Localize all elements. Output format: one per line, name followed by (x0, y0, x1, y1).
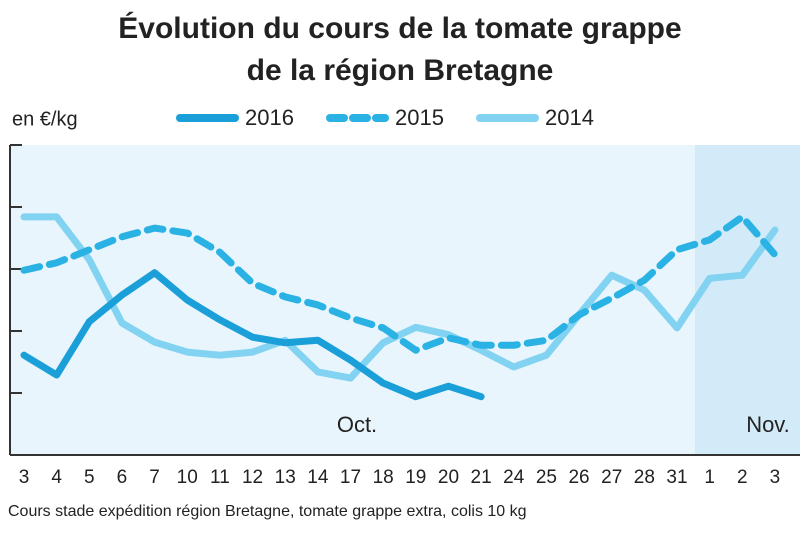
x-tick-label: 3 (19, 467, 30, 488)
x-tick-label: 19 (405, 467, 426, 488)
annotation: Oct. (337, 412, 377, 437)
x-tick-label: 17 (340, 467, 361, 488)
x-tick-label: 1 (704, 467, 715, 488)
legend-label: 2016 (245, 105, 294, 130)
x-tick-label: 4 (51, 467, 62, 488)
x-tick-label: 6 (117, 467, 128, 488)
chart-title: Évolution du cours de la tomate grappe (118, 11, 681, 45)
x-tick-label: 21 (471, 467, 492, 488)
x-tick-label: 31 (666, 467, 687, 488)
x-tick-label: 14 (307, 467, 329, 488)
x-tick-label: 10 (177, 467, 198, 488)
x-tick-label: 27 (601, 467, 622, 488)
x-tick-label: 18 (373, 467, 394, 488)
chart-title: de la région Bretagne (247, 54, 554, 87)
x-tick-label: 7 (149, 467, 160, 488)
y-axis-label: en €/kg (12, 108, 78, 130)
x-tick-label: 26 (568, 467, 589, 488)
annotation: Nov. (746, 412, 790, 437)
legend-label: 2014 (545, 105, 594, 130)
x-tick-label: 20 (438, 467, 459, 488)
x-tick-label: 11 (210, 467, 230, 488)
x-tick-label: 2 (737, 467, 748, 488)
x-tick-label: 25 (536, 467, 557, 488)
series-line (20, 213, 779, 382)
series-line (20, 213, 779, 354)
x-tick-label: 28 (634, 467, 655, 488)
plot-background (10, 145, 695, 455)
x-tick-label: 5 (84, 467, 95, 488)
x-tick-label: 3 (770, 467, 781, 488)
x-tick-label: 24 (503, 467, 525, 488)
series-line (20, 269, 485, 401)
source: Cours stade expédition région Bretagne, … (8, 503, 527, 520)
legend-label: 2015 (395, 105, 444, 130)
x-tick-label: 13 (275, 467, 296, 488)
november-band (695, 145, 800, 455)
x-tick-label: 12 (242, 467, 263, 488)
